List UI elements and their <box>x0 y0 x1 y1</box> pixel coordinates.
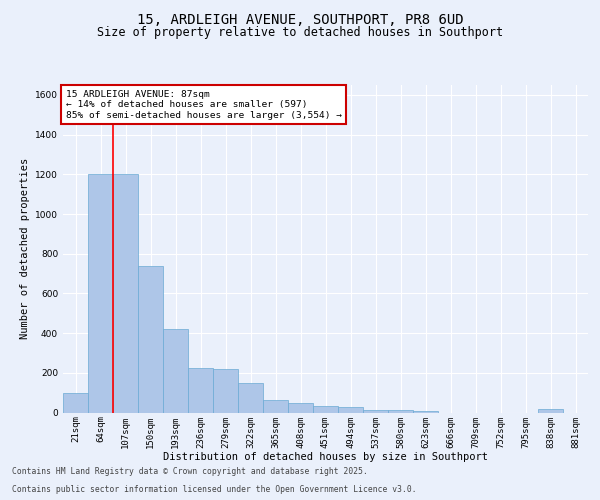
Bar <box>388 410 413 412</box>
Bar <box>238 382 263 412</box>
Bar <box>288 402 313 412</box>
Text: 15, ARDLEIGH AVENUE, SOUTHPORT, PR8 6UD: 15, ARDLEIGH AVENUE, SOUTHPORT, PR8 6UD <box>137 12 463 26</box>
Bar <box>313 406 338 412</box>
Text: Contains HM Land Registry data © Crown copyright and database right 2025.: Contains HM Land Registry data © Crown c… <box>12 467 368 476</box>
Bar <box>188 368 213 412</box>
Bar <box>63 392 88 412</box>
X-axis label: Distribution of detached houses by size in Southport: Distribution of detached houses by size … <box>163 452 488 462</box>
Bar <box>88 174 113 412</box>
Bar <box>263 400 288 412</box>
Bar <box>413 410 438 412</box>
Text: 15 ARDLEIGH AVENUE: 87sqm
← 14% of detached houses are smaller (597)
85% of semi: 15 ARDLEIGH AVENUE: 87sqm ← 14% of detac… <box>65 90 341 120</box>
Bar <box>363 410 388 412</box>
Bar <box>538 408 563 412</box>
Bar <box>113 174 138 412</box>
Y-axis label: Number of detached properties: Number of detached properties <box>20 158 29 340</box>
Bar <box>338 406 363 412</box>
Text: Contains public sector information licensed under the Open Government Licence v3: Contains public sector information licen… <box>12 485 416 494</box>
Bar <box>138 266 163 412</box>
Bar <box>213 369 238 412</box>
Text: Size of property relative to detached houses in Southport: Size of property relative to detached ho… <box>97 26 503 39</box>
Bar <box>163 329 188 412</box>
